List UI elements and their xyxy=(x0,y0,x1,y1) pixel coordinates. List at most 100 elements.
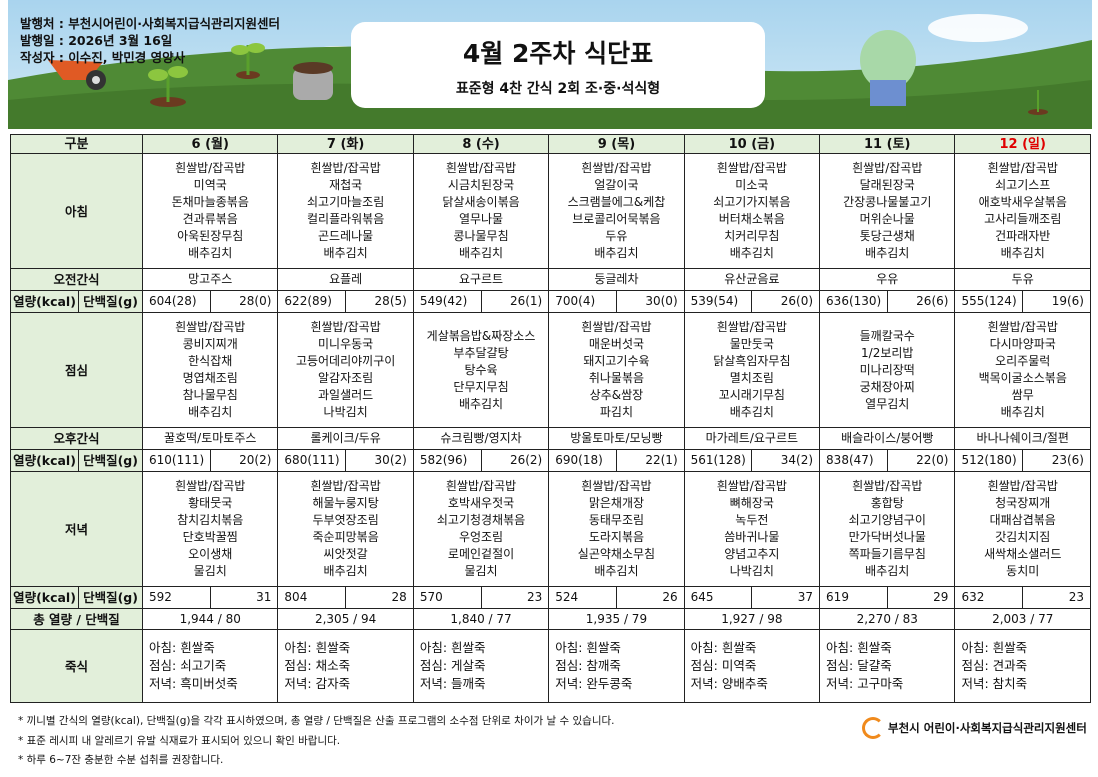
menu-item: 황태뭇국 xyxy=(188,496,233,510)
protein-value: 23 xyxy=(480,586,550,609)
menu-item: 나박김치 xyxy=(729,564,774,578)
menu-item: 미나리장떡 xyxy=(859,362,915,377)
menu-item: 도라지볶음 xyxy=(588,530,645,544)
header-banner: 발행처 : 부천시어린이·사회복지급식관리지원센터 발행일 : 2026년 3월… xyxy=(8,0,1092,129)
menu-item: 배추김치 xyxy=(1000,405,1045,419)
menu-item: 아침: 흰쌀죽 xyxy=(149,640,215,655)
day-header: 11 (토) xyxy=(819,134,956,154)
menu-item: 점심: 채소죽 xyxy=(284,658,351,673)
menu-item: 스크램블에그&케찹 xyxy=(567,195,666,209)
lunch-cell: 흰쌀밥/잡곡밥 다시마양파국 오리주물럭 백목이굴소스볶음 쌈무 배추김치 xyxy=(954,312,1091,428)
menu-item: 애호박새우살볶음 xyxy=(978,195,1067,209)
menu-item: 뼈해장국 xyxy=(729,496,774,510)
menu-item: 아욱된장무침 xyxy=(177,229,244,243)
menu-item: 흰쌀밥/잡곡밥 xyxy=(581,320,652,334)
menu-item: 새싹채소샐러드 xyxy=(984,547,1062,561)
kcal-value: 690(18) xyxy=(548,449,617,472)
pm_snack-cell: 슈크림빵/영지차 xyxy=(412,427,550,450)
menu-item: 고사리들깨조림 xyxy=(984,212,1062,226)
menu-item: 톳당근생채 xyxy=(859,229,915,243)
menu-item: 참치김치볶음 xyxy=(177,513,244,527)
menu-item: 만가닥버섯나물 xyxy=(848,530,926,544)
protein-value: 19(6) xyxy=(1022,290,1091,313)
menu-item: 달래된장국 xyxy=(859,178,915,192)
lunch-cell: 흰쌀밥/잡곡밥 콩비지찌개 한식잡채 명엽채조림 참나물무침 배추김치 xyxy=(142,312,279,428)
kcal-row: 열량(kcal) 단백질(g) 604(28) 28(0) 622(89) 28(5) 54… xyxy=(10,290,1091,313)
menu-item: 흰쌀밥/잡곡밥 xyxy=(175,161,246,175)
menu-item: 쇠고기양념구이 xyxy=(848,513,926,527)
menu-item: 배추김치 xyxy=(865,564,910,578)
meal-row: 점심 흰쌀밥/잡곡밥 콩비지찌개 한식잡채 명엽채조림 참나물무침 배추김치 흰쌀밥/잡곡밥 미… xyxy=(9,312,1091,428)
menu-item: 죽순피망볶음 xyxy=(312,530,379,544)
menu-item: 대패삼겹볶음 xyxy=(989,513,1056,527)
kcal-label: 열량(kcal) xyxy=(10,586,79,609)
total-cell: 1,935 / 79 xyxy=(548,608,685,630)
day-header: 6 (월) xyxy=(142,134,279,154)
porridge-cell: 아침: 흰쌀죽 점심: 견과죽 저녁: 참치죽 xyxy=(954,629,1091,703)
menu-item: 배추김치 xyxy=(865,246,910,260)
pm_snack-cell: 롤케이크/두유 xyxy=(277,427,414,450)
porridge-cell: 아침: 흰쌀죽 점심: 참깨죽 저녁: 완두콩죽 xyxy=(548,629,685,703)
protein-value: 22(0) xyxy=(886,449,956,472)
menu-item: 미역국 xyxy=(193,178,227,192)
dinner-cell: 흰쌀밥/잡곡밥 청국장찌개 대패삼겹볶음 갓김치지짐 새싹채소샐러드 동치미 xyxy=(954,471,1091,587)
kcal-value: 804 xyxy=(277,586,347,609)
menu-item: 저녁: 양배추죽 xyxy=(690,676,768,691)
menu-item: 홍합탕 xyxy=(870,496,904,510)
menu-item: 씨앗젓갈 xyxy=(323,547,368,561)
menu-item: 흰쌀밥/잡곡밥 xyxy=(716,320,787,334)
breakfast-cell: 흰쌀밥/잡곡밥 얼갈이국 스크램블에그&케찹 브로콜리어묵볶음 두유 배추김치 xyxy=(548,153,685,269)
menu-item: 열무나물 xyxy=(458,212,504,226)
menu-item: 갓김치지짐 xyxy=(995,530,1051,544)
dinner-cell: 흰쌀밥/잡곡밥 황태뭇국 참치김치볶음 단호박꿀찜 오이생채 물김치 xyxy=(142,471,279,587)
menu-item: 닭살새송이볶음 xyxy=(442,195,520,209)
protein-value: 30(2) xyxy=(345,449,414,472)
menu-item: 흰쌀밥/잡곡밥 xyxy=(445,161,517,175)
lunch-cell: 흰쌀밥/잡곡밥 물만둣국 닭살흑임자무침 멸치조림 꼬시래기무침 배추김치 xyxy=(683,312,821,428)
breakfast-cell: 흰쌀밥/잡곡밥 달래된장국 간장콩나물불고기 머위순나물 톳당근생채 배추김치 xyxy=(819,153,956,269)
menu-item: 쇠고기마늘조림 xyxy=(306,195,385,209)
menu-item: 미니우동국 xyxy=(318,337,374,351)
menu-item: 다시마양파국 xyxy=(989,337,1056,351)
smile-logo-icon xyxy=(862,717,884,739)
menu-item: 배추김치 xyxy=(729,246,774,260)
menu-item: 꼬시래기무침 xyxy=(718,388,785,402)
menu-item: 오이생채 xyxy=(188,547,233,561)
menu-item: 저녁: 감자죽 xyxy=(284,676,351,691)
am_snack-cell: 요구르트 xyxy=(412,268,550,291)
protein-value: 28 xyxy=(345,586,414,609)
protein-value: 29 xyxy=(886,586,956,609)
menu-item: 참나물무침 xyxy=(182,388,238,402)
menu-item: 단무지무침 xyxy=(453,379,509,394)
menu-item: 부추달걀탕 xyxy=(453,345,509,360)
menu-item: 브로콜리어묵볶음 xyxy=(572,212,661,226)
menu-item: 배추김치 xyxy=(729,405,774,419)
menu-item: 아침: 흰쌀죽 xyxy=(826,640,892,655)
menu-item: 물김치 xyxy=(464,564,498,578)
logo-text: 부천시 어린이·사회복지급식관리지원센터 xyxy=(888,721,1087,735)
kcal-value: 592 xyxy=(142,586,211,609)
menu-item: 치커리무침 xyxy=(724,229,780,243)
menu-item: 흰쌀밥/잡곡밥 xyxy=(581,161,652,175)
note-1: * 끼니별 간식의 열량(kcal), 단백질(g)을 각각 표시하였으며, 총… xyxy=(18,715,615,727)
menu-item: 배추김치 xyxy=(323,564,368,578)
day-header: 12 (일) xyxy=(954,134,1091,154)
menu-item: 호박새우젓국 xyxy=(447,496,515,510)
dinner-cell: 흰쌀밥/잡곡밥 맑은채개장 동태무조림 도라지볶음 실곤약채소무침 배추김치 xyxy=(548,471,685,587)
menu-item: 배추김치 xyxy=(458,396,504,411)
day-header: 10 (금) xyxy=(683,134,821,154)
kcal-value: 632 xyxy=(954,586,1024,609)
menu-item: 실곤약채소무침 xyxy=(577,547,656,561)
tot-row: 총 열량 / 단백질 1,944 / 80 2,305 / 94 1,840 / 77… xyxy=(9,608,1091,630)
menu-item: 단호박꿀찜 xyxy=(182,530,238,544)
menu-item: 저녁: 흑미버섯죽 xyxy=(149,676,238,691)
menu-item: 한식잡채 xyxy=(188,354,233,368)
menu-item: 알감자조림 xyxy=(318,371,374,385)
protein-value: 23(6) xyxy=(1022,449,1091,472)
menu-item: 점심: 게살죽 xyxy=(419,658,486,673)
am_snack-cell: 둥글레차 xyxy=(548,268,685,291)
menu-table: 구분 6 (월) 7 (화) 8 (수) 9 (목) 10 (금) 11 (토) 12 (일)… xyxy=(9,134,1091,703)
menu-item: 취나물볶음 xyxy=(588,371,645,385)
menu-item: 두유 xyxy=(605,229,628,243)
menu-item: 쪽파들기름무침 xyxy=(848,547,926,561)
